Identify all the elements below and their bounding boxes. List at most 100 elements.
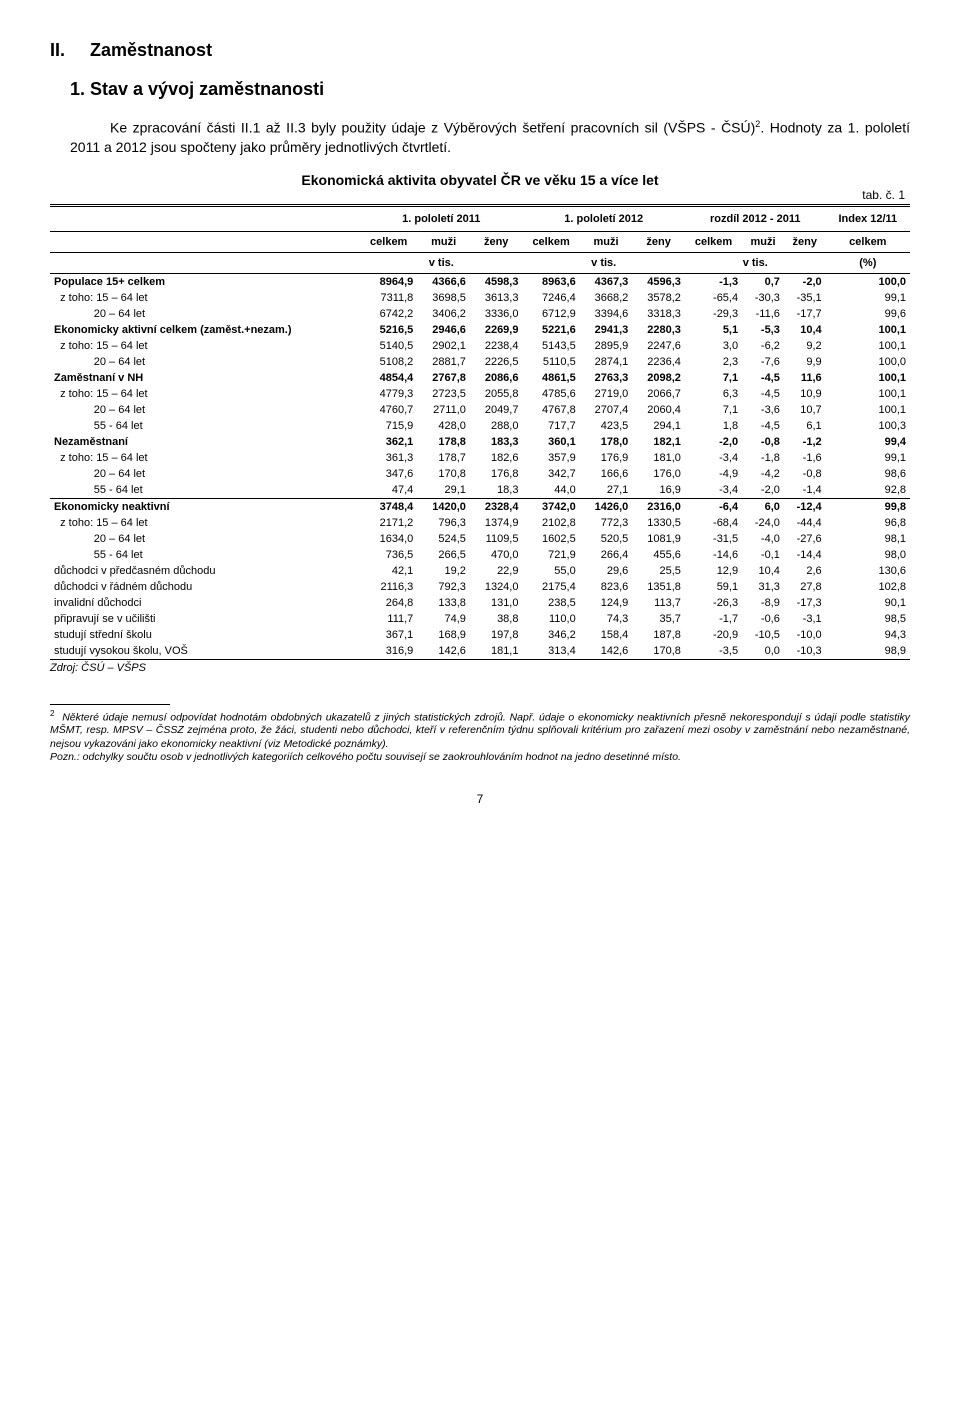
cell: 111,7 [360, 611, 417, 627]
table-row: 55 - 64 let715,9428,0288,0717,7423,5294,… [50, 418, 910, 434]
table-row: 20 – 64 let5108,22881,72226,55110,52874,… [50, 354, 910, 370]
cell: 5143,5 [522, 338, 579, 354]
cell: -44,4 [784, 515, 826, 531]
cell: 428,0 [417, 418, 470, 434]
cell: 35,7 [632, 611, 685, 627]
row-label: Ekonomicky neaktivní [50, 498, 360, 515]
cell: 4598,3 [470, 273, 523, 290]
cell: 2763,3 [580, 370, 633, 386]
hcell: muži [742, 231, 784, 252]
cell: 94,3 [826, 627, 910, 643]
cell: 176,8 [470, 466, 523, 482]
cell: 520,5 [580, 531, 633, 547]
cell: -1,6 [784, 450, 826, 466]
cell: 110,0 [522, 611, 579, 627]
row-label: z toho: 15 – 64 let [50, 386, 360, 402]
cell: 2171,2 [360, 515, 417, 531]
cell: 4596,3 [632, 273, 685, 290]
cell: 10,7 [784, 402, 826, 418]
cell: 5108,2 [360, 354, 417, 370]
row-label: studují střední školu [50, 627, 360, 643]
cell: -10,0 [784, 627, 826, 643]
cell: 11,6 [784, 370, 826, 386]
cell: -3,5 [685, 643, 742, 660]
footnote-note: Pozn.: odchylky součtu osob v jednotlivý… [50, 751, 910, 764]
cell: 96,8 [826, 515, 910, 531]
cell: 6,1 [784, 418, 826, 434]
row-label: Populace 15+ celkem [50, 273, 360, 290]
cell: 113,7 [632, 595, 685, 611]
cell: 772,3 [580, 515, 633, 531]
cell: 5221,6 [522, 322, 579, 338]
table-row: důchodci v řádném důchodu2116,3792,31324… [50, 579, 910, 595]
cell: 316,9 [360, 643, 417, 660]
table-row: z toho: 15 – 64 let4779,32723,52055,8478… [50, 386, 910, 402]
cell: 2102,8 [522, 515, 579, 531]
cell: 2316,0 [632, 498, 685, 515]
cell: 187,8 [632, 627, 685, 643]
cell: 166,6 [580, 466, 633, 482]
cell: 455,6 [632, 547, 685, 563]
cell: 4760,7 [360, 402, 417, 418]
row-label: invalidní důchodci [50, 595, 360, 611]
table-row: z toho: 15 – 64 let5140,52902,12238,4514… [50, 338, 910, 354]
hcell: v tis. [360, 252, 522, 273]
cell: 3336,0 [470, 306, 523, 322]
cell: 2236,4 [632, 354, 685, 370]
subsection-heading: 1. Stav a vývoj zaměstnanosti [70, 79, 910, 100]
cell: 2719,0 [580, 386, 633, 402]
cell: 3668,2 [580, 290, 633, 306]
cell: 1602,5 [522, 531, 579, 547]
cell: 470,0 [470, 547, 523, 563]
table-header-sub: celkem muži ženy celkem muži ženy celkem… [50, 231, 910, 252]
cell: -1,3 [685, 273, 742, 290]
cell: 2767,8 [417, 370, 470, 386]
cell: 100,1 [826, 402, 910, 418]
cell: 100,3 [826, 418, 910, 434]
cell: 6,0 [742, 498, 784, 515]
cell: 98,9 [826, 643, 910, 660]
cell: 2175,4 [522, 579, 579, 595]
cell: 124,9 [580, 595, 633, 611]
hcell: ženy [470, 231, 523, 252]
table-row: 20 – 64 let1634,0524,51109,51602,5520,51… [50, 531, 910, 547]
cell: 3578,2 [632, 290, 685, 306]
cell: -29,3 [685, 306, 742, 322]
cell: -12,4 [784, 498, 826, 515]
cell: 1330,5 [632, 515, 685, 531]
cell: 92,8 [826, 482, 910, 499]
cell: 31,3 [742, 579, 784, 595]
hcell: celkem [360, 231, 417, 252]
cell: 1351,8 [632, 579, 685, 595]
cell: 99,6 [826, 306, 910, 322]
table-header-main: 1. pololetí 2011 1. pololetí 2012 rozdíl… [50, 205, 910, 231]
cell: 131,0 [470, 595, 523, 611]
cell: 2895,9 [580, 338, 633, 354]
cell: 182,1 [632, 434, 685, 450]
table-row: 55 - 64 let736,5266,5470,0721,9266,4455,… [50, 547, 910, 563]
cell: 3748,4 [360, 498, 417, 515]
cell: 9,2 [784, 338, 826, 354]
cell: -3,1 [784, 611, 826, 627]
row-label: Nezaměstnaní [50, 434, 360, 450]
cell: 8964,9 [360, 273, 417, 290]
cell: -2,0 [784, 273, 826, 290]
cell: -4,5 [742, 418, 784, 434]
cell: 2060,4 [632, 402, 685, 418]
cell: 2116,3 [360, 579, 417, 595]
cell: 47,4 [360, 482, 417, 499]
hcell: celkem [685, 231, 742, 252]
table-row: 55 - 64 let47,429,118,344,027,116,9-3,4-… [50, 482, 910, 499]
cell: -4,5 [742, 386, 784, 402]
table-row: důchodci v předčasném důchodu42,119,222,… [50, 563, 910, 579]
cell: 2066,7 [632, 386, 685, 402]
footnote: 2 Některé údaje nemusí odpovídat hodnotá… [50, 709, 910, 751]
cell: 4785,6 [522, 386, 579, 402]
cell: 5140,5 [360, 338, 417, 354]
cell: -6,2 [742, 338, 784, 354]
cell: -1,4 [784, 482, 826, 499]
cell: -35,1 [784, 290, 826, 306]
cell: 2946,6 [417, 322, 470, 338]
cell: -1,8 [742, 450, 784, 466]
cell: 736,5 [360, 547, 417, 563]
